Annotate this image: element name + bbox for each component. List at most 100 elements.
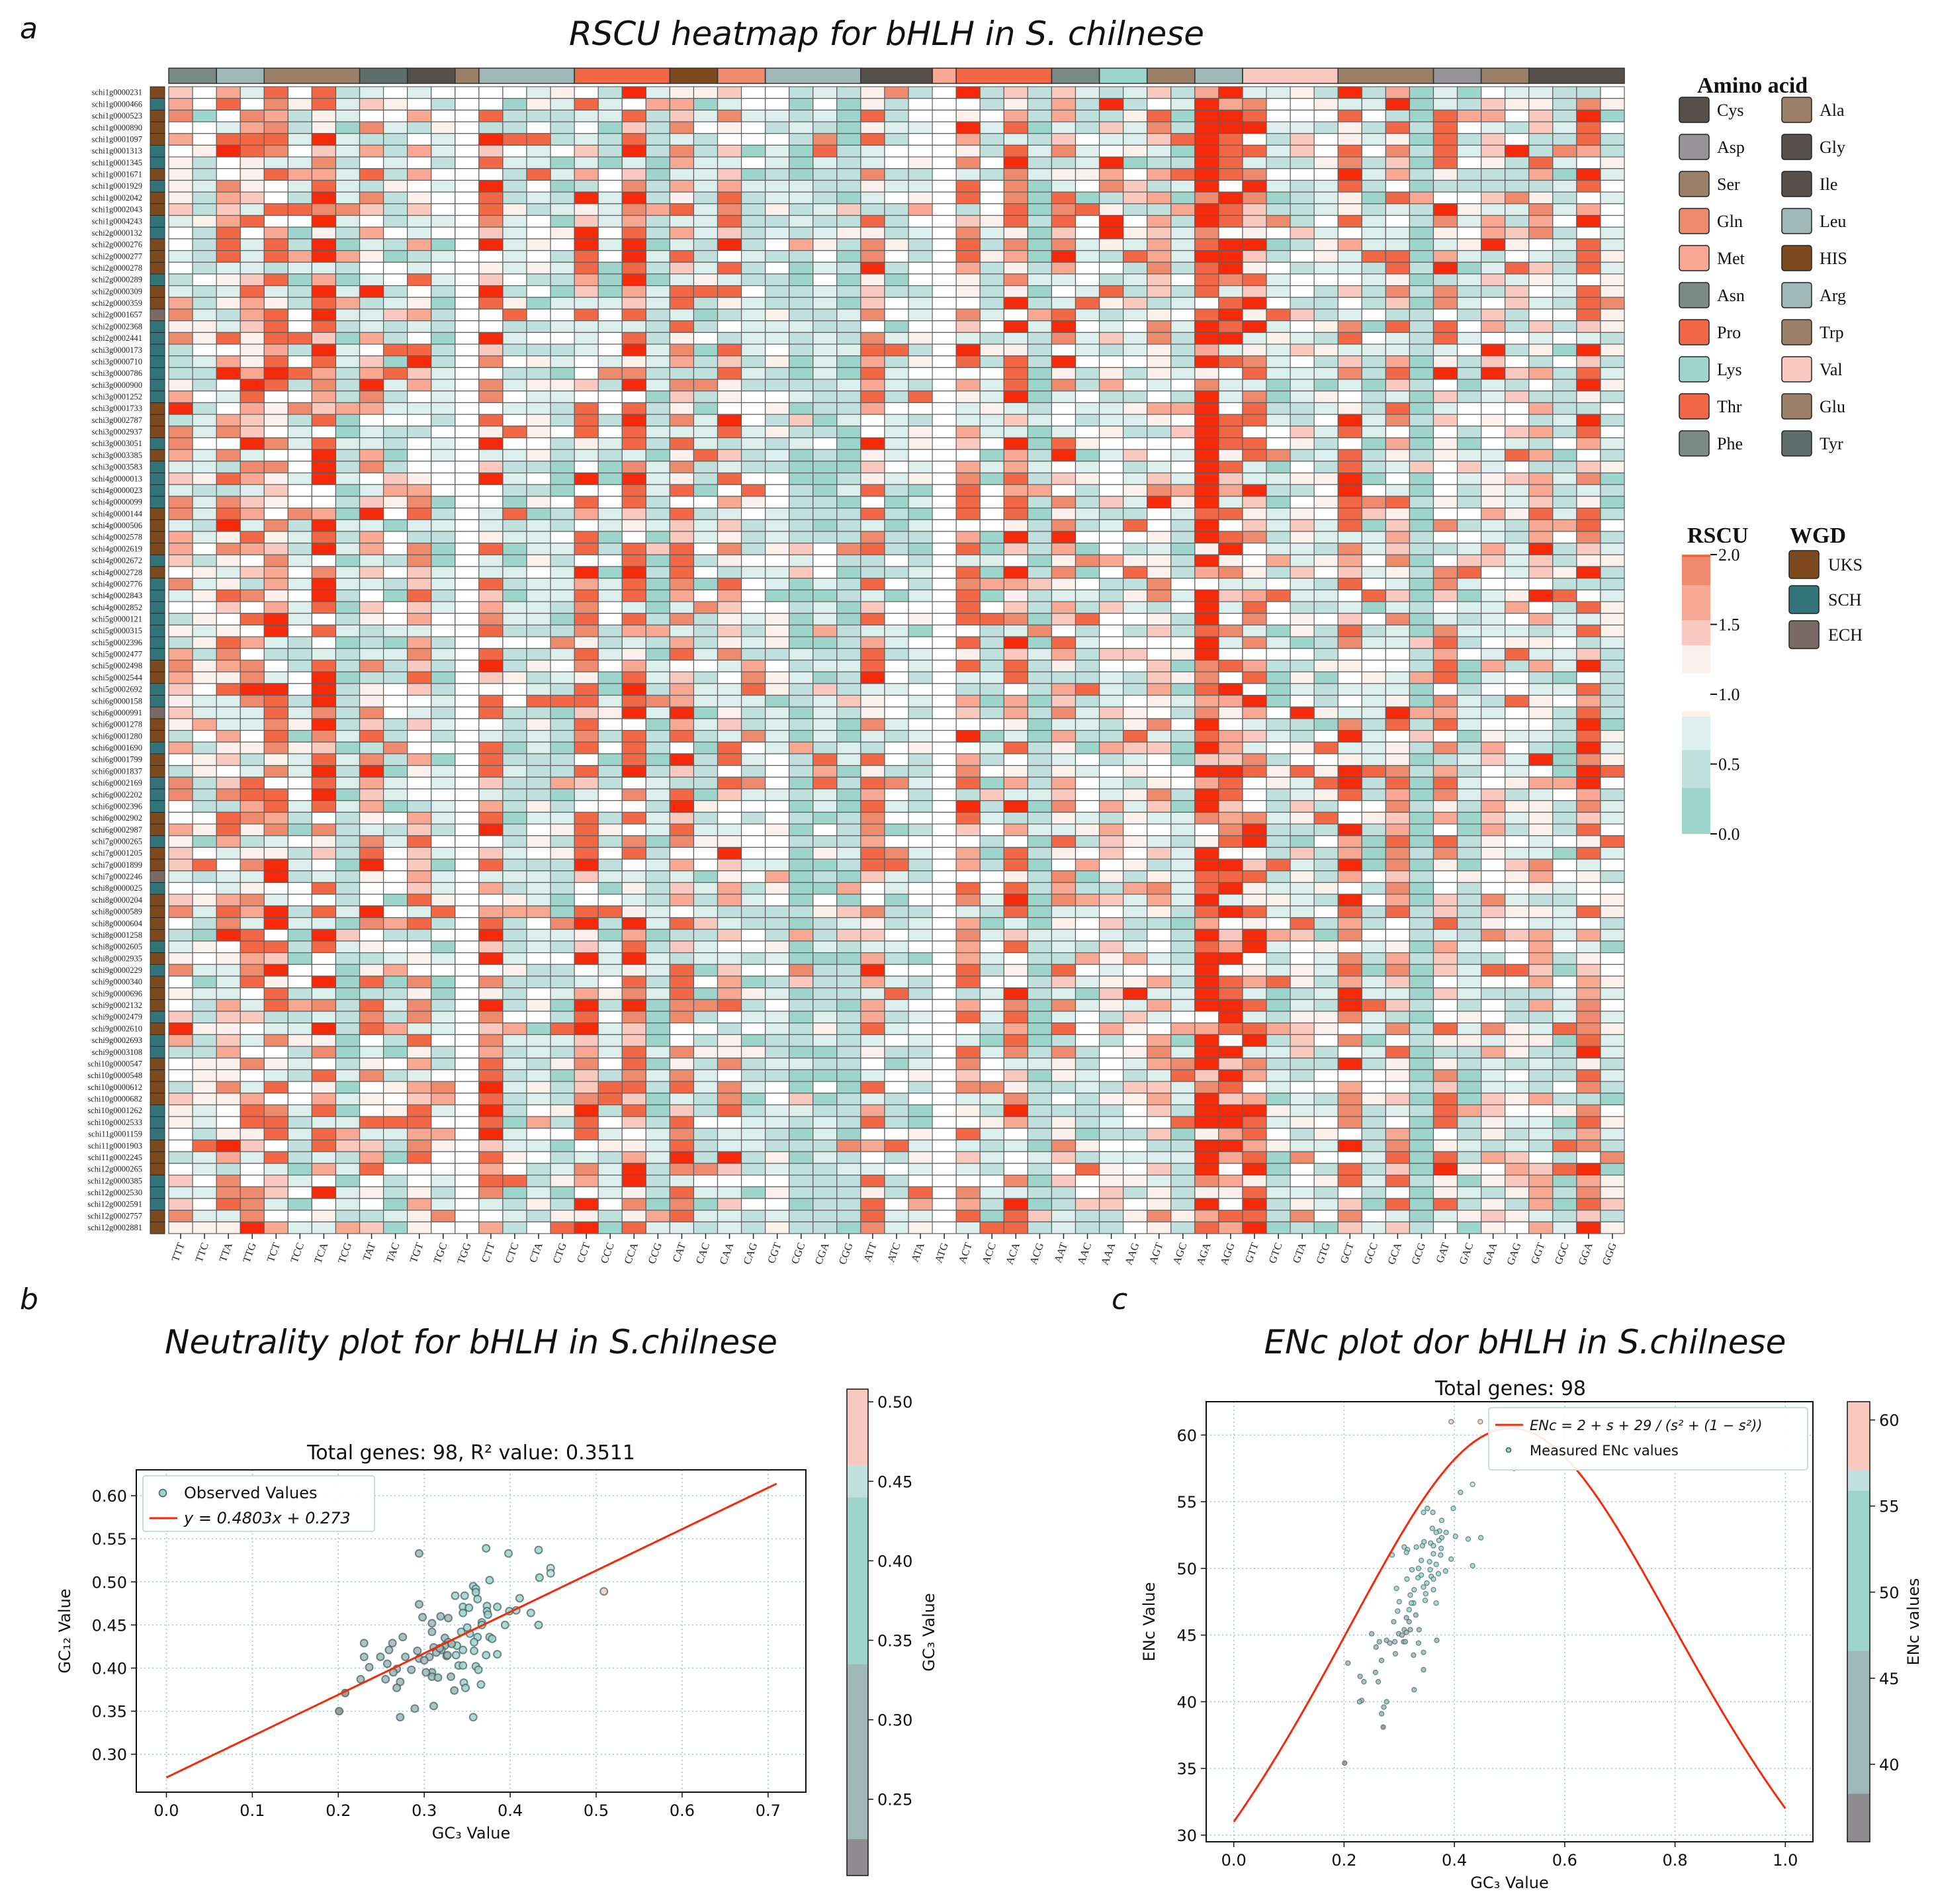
heatmap-cell	[955, 718, 981, 731]
heatmap-cell	[1147, 98, 1172, 111]
heatmap-cell	[740, 86, 766, 99]
wgd-annotation-cell	[150, 379, 165, 392]
heatmap-cell	[335, 179, 361, 193]
heatmap-cell	[955, 249, 981, 263]
heatmap-cell	[669, 320, 695, 333]
heatmap-cell	[502, 226, 527, 240]
heatmap-cell	[645, 578, 670, 590]
heatmap-cell	[311, 543, 337, 555]
heatmap-cell	[359, 601, 384, 614]
heatmap-cell	[431, 624, 456, 637]
heatmap-cell	[740, 543, 766, 555]
heatmap-cell	[1576, 800, 1601, 813]
heatmap-cell	[550, 144, 575, 158]
heatmap-cell	[1528, 870, 1554, 884]
heatmap-cell	[431, 508, 456, 520]
heatmap-cell	[455, 238, 480, 251]
heatmap-cell	[860, 98, 885, 111]
heatmap-cell	[1242, 121, 1267, 134]
heatmap-cell	[1218, 753, 1243, 766]
heatmap-cell	[932, 870, 957, 884]
heatmap-cell	[1576, 320, 1601, 333]
heatmap-cell	[359, 121, 384, 134]
heatmap-cell	[1337, 835, 1362, 848]
heatmap-cell	[1170, 296, 1196, 310]
heatmap-cell	[1409, 753, 1434, 766]
heatmap-cell	[431, 133, 456, 146]
wgd-annotation-cell	[150, 625, 165, 637]
heatmap-cell	[789, 109, 814, 122]
heatmap-cell	[717, 648, 742, 661]
heatmap-cell	[597, 203, 623, 216]
heatmap-cell	[574, 332, 599, 345]
heatmap-cell	[740, 776, 766, 790]
heatmap-cell	[884, 214, 909, 228]
heatmap-cell	[1576, 893, 1601, 907]
heatmap-cell	[335, 367, 361, 380]
heatmap-cell	[955, 613, 981, 626]
heatmap-cell	[574, 390, 599, 404]
heatmap-cell	[908, 788, 933, 801]
heatmap-cell	[1552, 472, 1577, 485]
heatmap-cell	[1242, 496, 1267, 509]
heatmap-cell	[765, 121, 790, 134]
amino-acid-annotation-cell	[646, 68, 670, 83]
heatmap-cell	[789, 566, 814, 579]
wgd-annotation-cell	[150, 929, 165, 942]
heatmap-cell	[1432, 671, 1458, 684]
heatmap-cell	[1456, 858, 1482, 872]
heatmap-cell	[597, 144, 623, 158]
heatmap-cell	[502, 659, 527, 672]
heatmap-cell	[1576, 449, 1601, 462]
heatmap-cell	[1218, 179, 1243, 193]
heatmap-cell	[765, 437, 790, 450]
heatmap-cell	[1600, 940, 1625, 954]
heatmap-cell	[1075, 753, 1100, 766]
heatmap-cell	[836, 917, 861, 930]
heatmap-cell	[1051, 823, 1077, 837]
heatmap-cell	[1218, 273, 1243, 287]
heatmap-cell	[502, 285, 527, 298]
heatmap-cell	[1337, 390, 1362, 404]
amino-acid-annotation-cell	[717, 68, 742, 83]
heatmap-cell	[908, 203, 933, 216]
heatmap-cell	[1075, 191, 1100, 204]
heatmap-cell	[932, 191, 957, 204]
heatmap-cell	[1170, 659, 1196, 672]
heatmap-cell	[932, 905, 957, 919]
heatmap-cell	[955, 261, 981, 275]
heatmap-cell	[1170, 238, 1196, 251]
heatmap-cell	[1600, 870, 1625, 884]
heatmap-cell	[597, 659, 623, 672]
gene-label: schi8g0002935	[92, 954, 142, 963]
heatmap-cell	[1600, 402, 1625, 415]
heatmap-cell	[1003, 975, 1028, 989]
heatmap-cell	[1170, 554, 1196, 567]
heatmap-cell	[1337, 144, 1362, 158]
heatmap-cell	[192, 776, 217, 790]
heatmap-cell	[168, 870, 193, 884]
heatmap-cell	[765, 390, 790, 404]
heatmap-cell	[740, 730, 766, 743]
heatmap-cell	[478, 144, 504, 158]
heatmap-cell	[263, 940, 288, 954]
heatmap-cell	[717, 472, 742, 485]
heatmap-cell	[1147, 179, 1172, 193]
heatmap-cell	[478, 343, 504, 357]
heatmap-cell	[550, 636, 575, 649]
heatmap-cell	[335, 496, 361, 509]
heatmap-cell	[1481, 402, 1506, 415]
heatmap-cell	[1552, 566, 1577, 579]
heatmap-cell	[979, 659, 1004, 672]
heatmap-cell	[669, 718, 695, 731]
heatmap-cell	[1313, 601, 1339, 614]
gene-label: schi3g0000710	[92, 357, 142, 366]
heatmap-cell	[168, 601, 193, 614]
heatmap-cell	[836, 940, 861, 954]
heatmap-cell	[979, 273, 1004, 287]
heatmap-cell	[287, 472, 312, 485]
heatmap-cell	[168, 496, 193, 509]
heatmap-cell	[1432, 519, 1458, 532]
heatmap-cell	[621, 214, 646, 228]
heatmap-cell	[1505, 893, 1530, 907]
